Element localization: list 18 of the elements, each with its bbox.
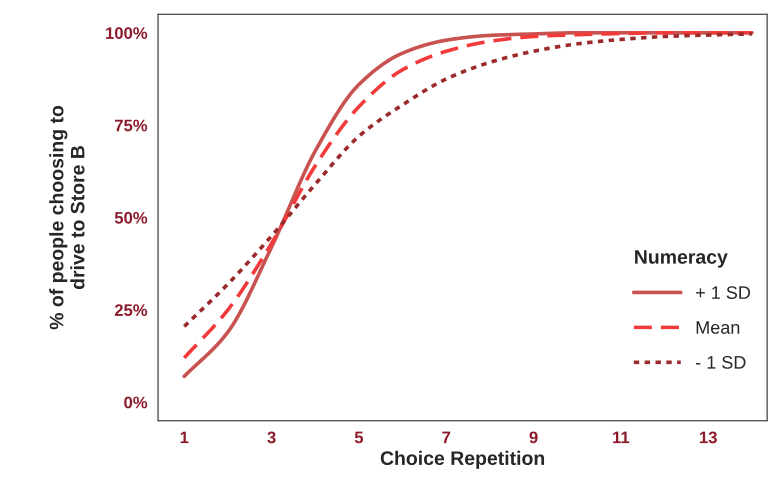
y-tick-label: 100% [106,27,148,40]
x-tick-label: 9 [529,431,538,444]
y-axis-title: % of people choosing to drive to Store B [49,106,85,330]
x-tick-label: 5 [354,432,364,444]
x-tick-label: 13 [700,431,717,444]
y-tick-label: 0% [124,396,148,408]
x-tick-label: 3 [267,431,276,444]
y-tick-label: 25% [114,304,148,316]
legend-label: + 1 SD [696,286,750,299]
y-tick-label: 75% [115,120,148,132]
x-tick-label: 11 [613,432,630,444]
x-tick-label: 1 [180,432,188,444]
y-tick-label: 50% [114,212,148,224]
legend-title: Numeracy [635,250,728,268]
x-axis-title: Choice Repetition [380,450,544,469]
x-tick-label: 7 [442,432,450,444]
legend-label: Mean [696,321,740,334]
legend-label: - 1 SD [696,356,746,369]
